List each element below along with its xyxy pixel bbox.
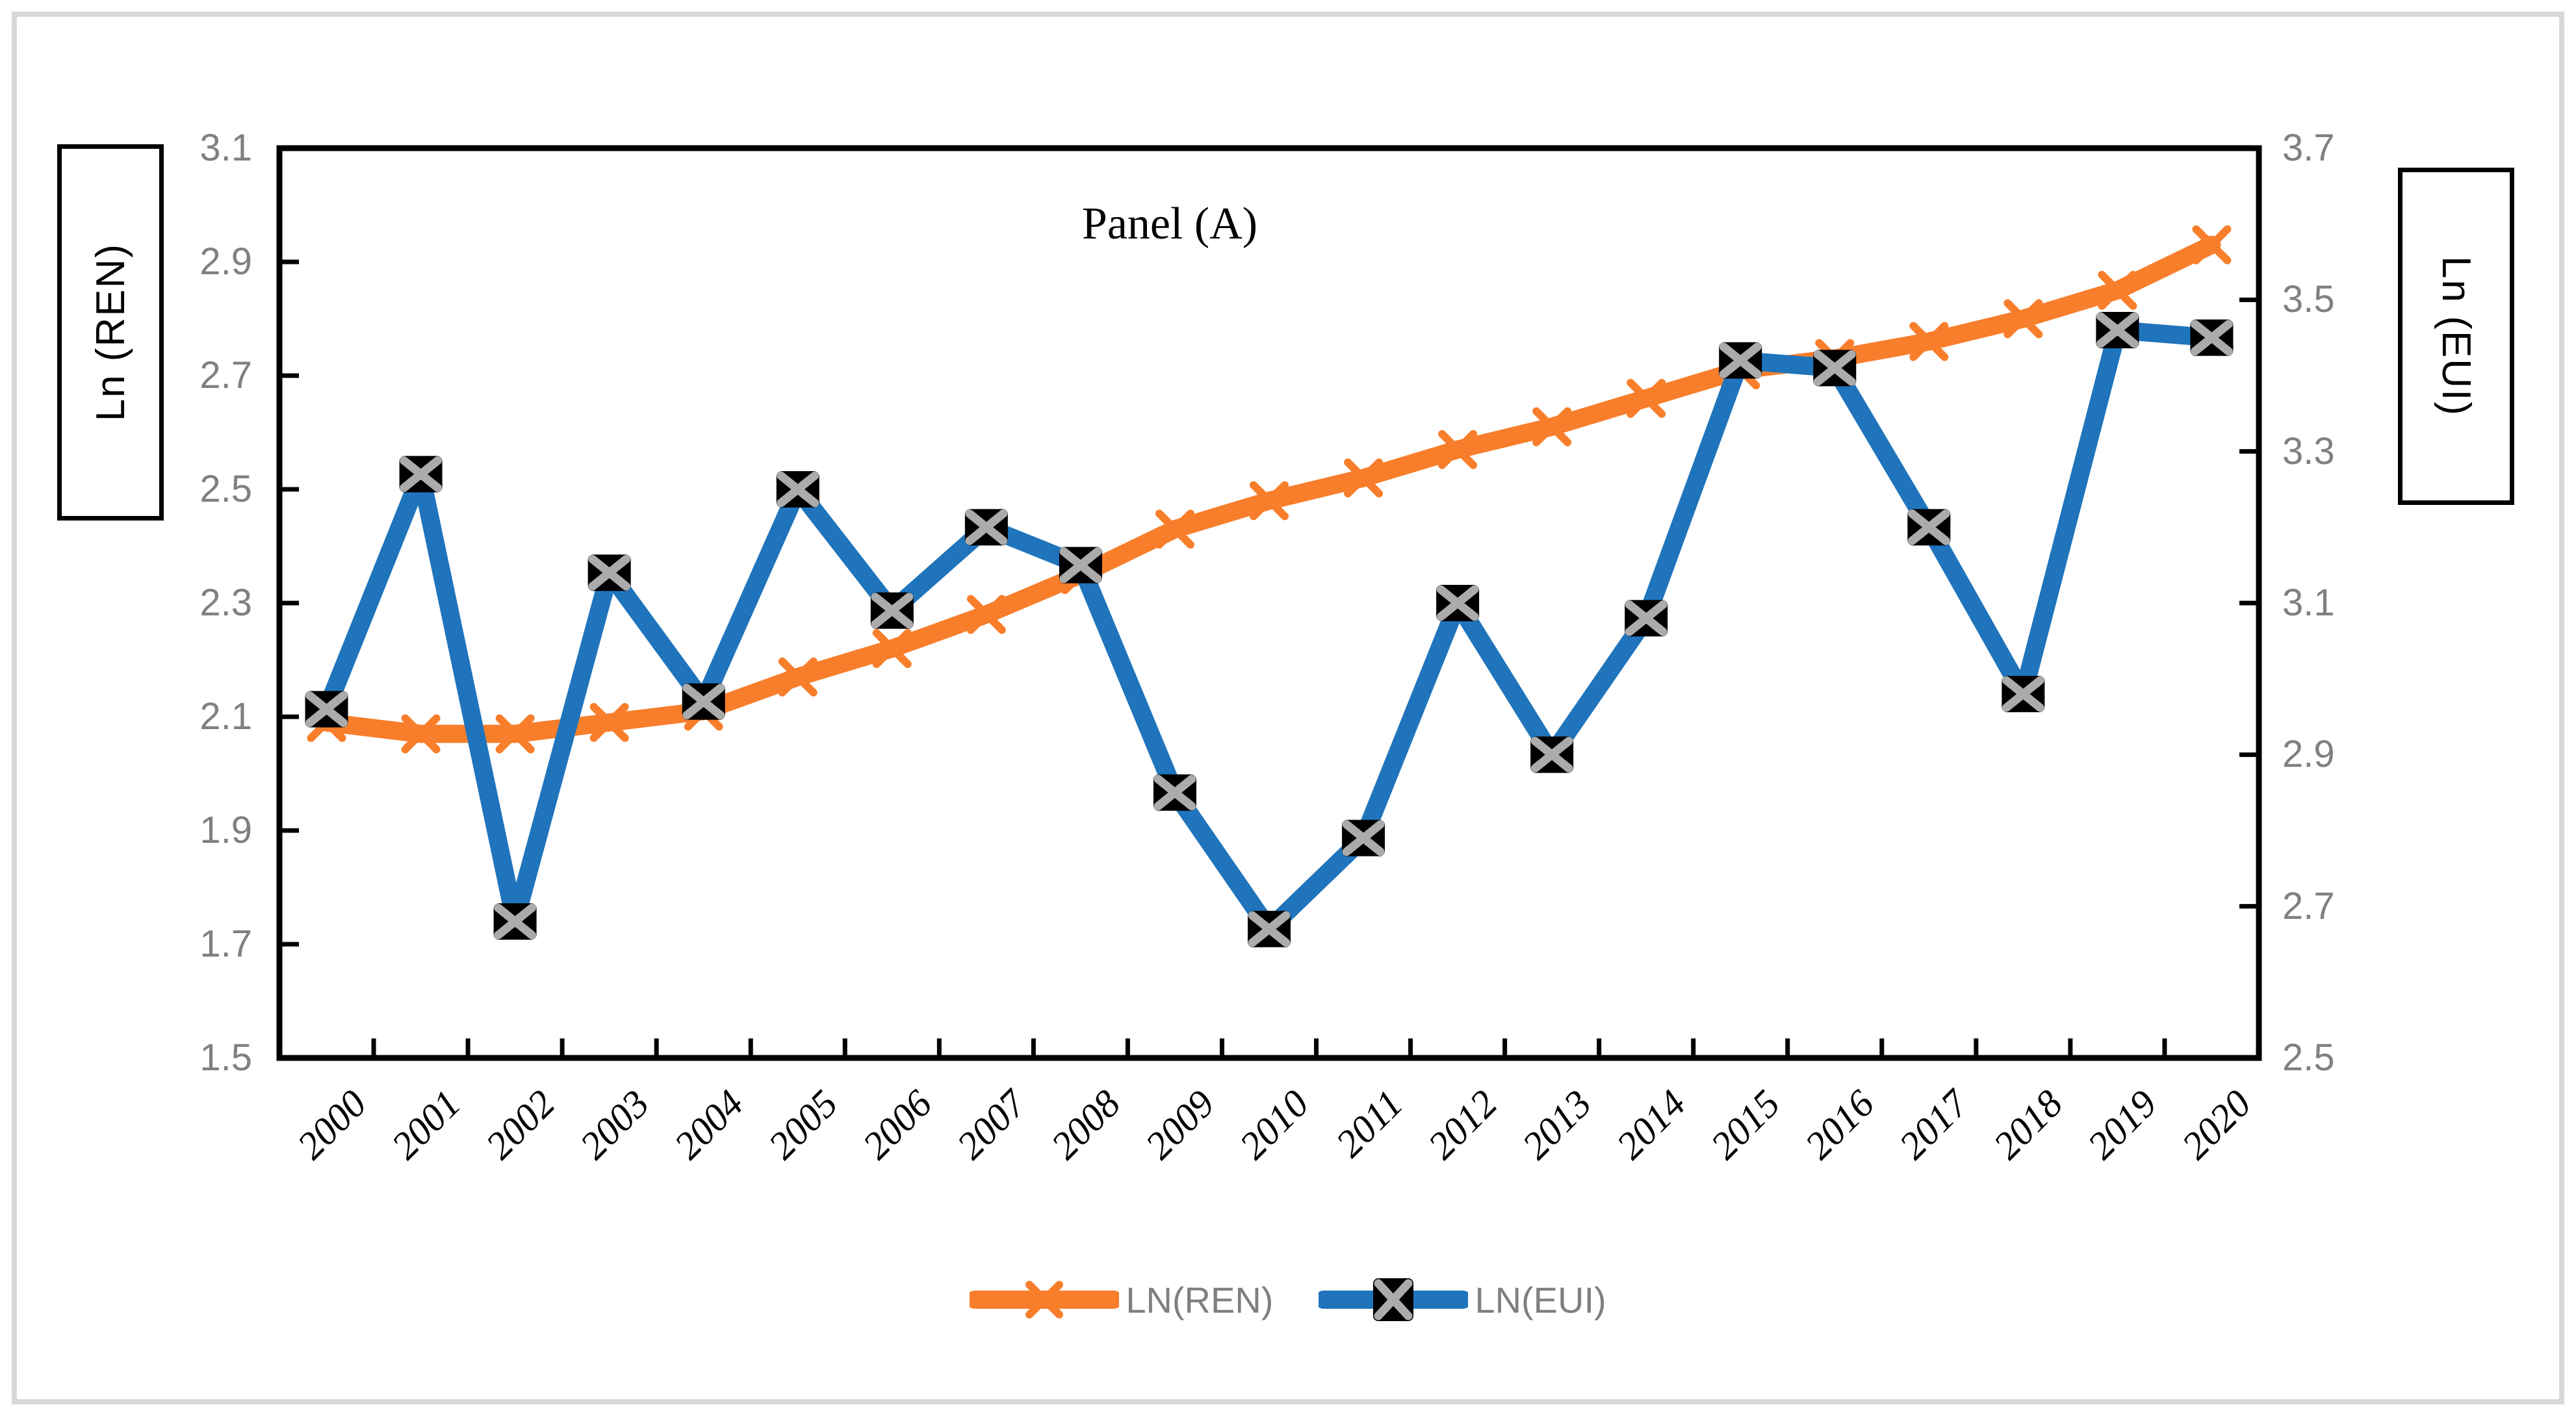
- right-axis-tick-label: 3.1: [2282, 582, 2335, 624]
- chart-legend: LN(REN) LN(EUI): [0, 1264, 2576, 1335]
- eui-boxed-x-marker-icon: [1059, 547, 1102, 584]
- eui-boxed-x-marker-icon: [494, 903, 537, 940]
- eui-series-swatch-icon: [1319, 1278, 1469, 1321]
- eui-boxed-x-marker-icon: [2002, 676, 2044, 712]
- eui-boxed-x-marker-icon: [965, 509, 1008, 545]
- eui-boxed-x-marker-icon: [1813, 350, 1856, 386]
- left-axis-tick-label: 2.7: [200, 354, 252, 396]
- eui-boxed-x-marker-icon: [305, 691, 348, 727]
- right-axis-title: Ln (EUI): [2434, 256, 2479, 417]
- ren-x-marker-icon: [2098, 270, 2137, 310]
- chart-title: Panel (A): [1081, 199, 1258, 249]
- right-axis-tick-label: 2.7: [2282, 884, 2335, 927]
- left-axis-tick-label: 1.5: [200, 1036, 252, 1079]
- ren-x-marker-icon: [1627, 379, 1666, 418]
- ren-x-marker-icon: [966, 595, 1006, 634]
- right-axis-tick-label: 2.5: [2282, 1036, 2335, 1079]
- left-axis-tick-label: 2.3: [200, 582, 252, 624]
- right-axis-tick-label: 3.3: [2282, 430, 2335, 472]
- left-axis-tick-label: 2.1: [200, 695, 252, 738]
- eui-boxed-x-marker-icon: [682, 684, 725, 720]
- eui-boxed-x-marker-icon: [2096, 312, 2139, 348]
- eui-boxed-x-marker-icon: [871, 593, 914, 629]
- ren-x-marker-icon: [872, 629, 912, 668]
- ren-x-marker-icon: [1344, 458, 1384, 498]
- ren-x-marker-icon: [1909, 322, 1949, 361]
- ren-x-marker-icon: [401, 714, 441, 754]
- left-axis-tick-label: 2.5: [200, 468, 252, 510]
- eui-boxed-x-marker-icon: [1625, 600, 1668, 636]
- eui-boxed-x-marker-icon: [400, 456, 443, 493]
- eui-boxed-x-marker-icon: [777, 471, 819, 508]
- ren-x-marker-icon: [2003, 299, 2043, 339]
- eui-series-line: [317, 321, 2221, 938]
- right-axis-title-box: Ln (EUI): [2398, 168, 2514, 505]
- ren-x-marker-icon: [1155, 509, 1194, 549]
- ren-x-marker-icon: [1532, 407, 1572, 446]
- legend-item-ren: LN(REN): [970, 1264, 1273, 1335]
- eui-boxed-x-marker-icon: [1530, 736, 1573, 773]
- ren-x-marker-icon: [495, 714, 535, 754]
- ren-x-marker-icon: [1250, 481, 1289, 521]
- ren-x-marker-icon: [2192, 225, 2232, 264]
- eui-boxed-x-marker-icon: [1719, 342, 1762, 379]
- left-axis-tick-label: 2.9: [200, 240, 252, 283]
- eui-boxed-x-marker-icon: [1248, 911, 1291, 947]
- legend-label-eui: LN(EUI): [1475, 1279, 1606, 1320]
- eui-boxed-x-marker-icon: [1153, 775, 1196, 811]
- eui-boxed-x-marker-icon: [1342, 820, 1385, 856]
- left-axis-title-box: Ln (REN): [57, 144, 164, 521]
- left-axis-tick-label: 3.1: [200, 127, 252, 169]
- ren-x-marker-icon: [778, 657, 818, 697]
- legend-item-eui: LN(EUI): [1319, 1264, 1606, 1335]
- eui-boxed-x-marker-icon: [1907, 509, 1950, 545]
- ren-x-marker-icon: [589, 702, 629, 742]
- right-axis-tick-label: 3.7: [2282, 127, 2335, 169]
- left-axis-tick-label: 1.7: [200, 923, 252, 965]
- right-axis-tick-label: 2.9: [2282, 733, 2335, 776]
- eui-boxed-x-marker-icon: [2190, 320, 2233, 356]
- eui-boxed-x-marker-icon: [1436, 585, 1479, 621]
- ren-series-swatch-icon: [970, 1281, 1120, 1319]
- figure-border: [12, 12, 2564, 1404]
- left-axis-tick-label: 1.9: [200, 809, 252, 851]
- legend-label-ren: LN(REN): [1126, 1279, 1274, 1320]
- ren-series-line: [317, 235, 2221, 743]
- right-axis-tick-label: 3.5: [2282, 278, 2335, 321]
- ren-x-marker-icon: [1438, 430, 1478, 469]
- left-axis-title: Ln (REN): [88, 243, 133, 422]
- eui-boxed-x-marker-icon: [588, 554, 631, 591]
